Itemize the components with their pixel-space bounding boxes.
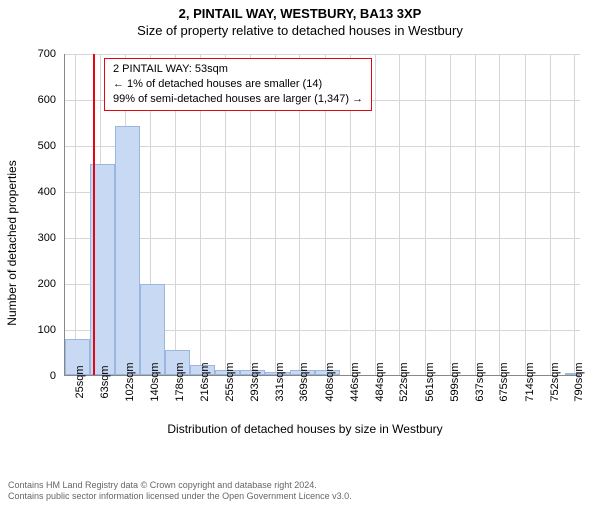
y-tick-label: 500 xyxy=(38,140,56,152)
x-tick-label: 293sqm xyxy=(249,362,261,401)
x-tick-label: 255sqm xyxy=(224,362,236,401)
x-tick-label: 484sqm xyxy=(374,362,386,401)
y-tick-label: 600 xyxy=(38,94,56,106)
x-tick-label: 522sqm xyxy=(398,362,410,401)
y-tick-label: 400 xyxy=(38,186,56,198)
gridline-v xyxy=(499,54,500,375)
gridline-h xyxy=(65,238,580,239)
property-marker-line xyxy=(93,54,95,375)
info-callout-line: ← 1% of detached houses are smaller (14) xyxy=(113,77,363,92)
x-tick-label: 637sqm xyxy=(474,362,486,401)
y-tick-label: 700 xyxy=(38,48,56,60)
x-tick-label: 714sqm xyxy=(524,362,536,401)
gridline-v xyxy=(475,54,476,375)
gridline-v xyxy=(425,54,426,375)
gridline-v xyxy=(574,54,575,375)
gridline-h xyxy=(65,192,580,193)
y-axis-label: Number of detached properties xyxy=(5,160,19,325)
info-callout: 2 PINTAIL WAY: 53sqm← 1% of detached hou… xyxy=(104,58,372,111)
y-tick-label: 100 xyxy=(38,324,56,336)
page-title: 2, PINTAIL WAY, WESTBURY, BA13 3XP xyxy=(0,6,600,21)
histogram-bar xyxy=(140,284,165,375)
page-subtitle: Size of property relative to detached ho… xyxy=(0,23,600,38)
footer-attribution: Contains HM Land Registry data © Crown c… xyxy=(8,480,592,503)
y-tick-label: 200 xyxy=(38,278,56,290)
x-tick-label: 331sqm xyxy=(274,362,286,401)
x-tick-label: 369sqm xyxy=(298,362,310,401)
gridline-v xyxy=(75,54,76,375)
x-tick-label: 25sqm xyxy=(74,365,86,398)
info-callout-line: 99% of semi-detached houses are larger (… xyxy=(113,92,363,107)
histogram-chart: Number of detached properties Distributi… xyxy=(26,50,584,436)
y-tick-label: 0 xyxy=(50,370,56,382)
x-tick-label: 599sqm xyxy=(449,362,461,401)
histogram-bar xyxy=(115,126,140,375)
gridline-h xyxy=(65,54,580,55)
gridline-v xyxy=(550,54,551,375)
x-tick-label: 408sqm xyxy=(324,362,336,401)
x-tick-label: 752sqm xyxy=(549,362,561,401)
x-tick-label: 102sqm xyxy=(124,362,136,401)
gridline-h xyxy=(65,146,580,147)
x-tick-label: 675sqm xyxy=(498,362,510,401)
x-tick-label: 561sqm xyxy=(424,362,436,401)
gridline-v xyxy=(375,54,376,375)
x-tick-label: 216sqm xyxy=(199,362,211,401)
footer-line-2: Contains public sector information licen… xyxy=(8,491,592,502)
x-tick-label: 790sqm xyxy=(573,362,585,401)
x-axis-label: Distribution of detached houses by size … xyxy=(26,422,584,436)
footer-line-1: Contains HM Land Registry data © Crown c… xyxy=(8,480,592,491)
x-tick-label: 178sqm xyxy=(174,362,186,401)
gridline-v xyxy=(399,54,400,375)
y-tick-label: 300 xyxy=(38,232,56,244)
gridline-v xyxy=(525,54,526,375)
x-tick-label: 446sqm xyxy=(349,362,361,401)
info-callout-line: 2 PINTAIL WAY: 53sqm xyxy=(113,62,363,77)
x-tick-label: 140sqm xyxy=(149,362,161,401)
x-tick-label: 63sqm xyxy=(99,365,111,398)
gridline-v xyxy=(450,54,451,375)
